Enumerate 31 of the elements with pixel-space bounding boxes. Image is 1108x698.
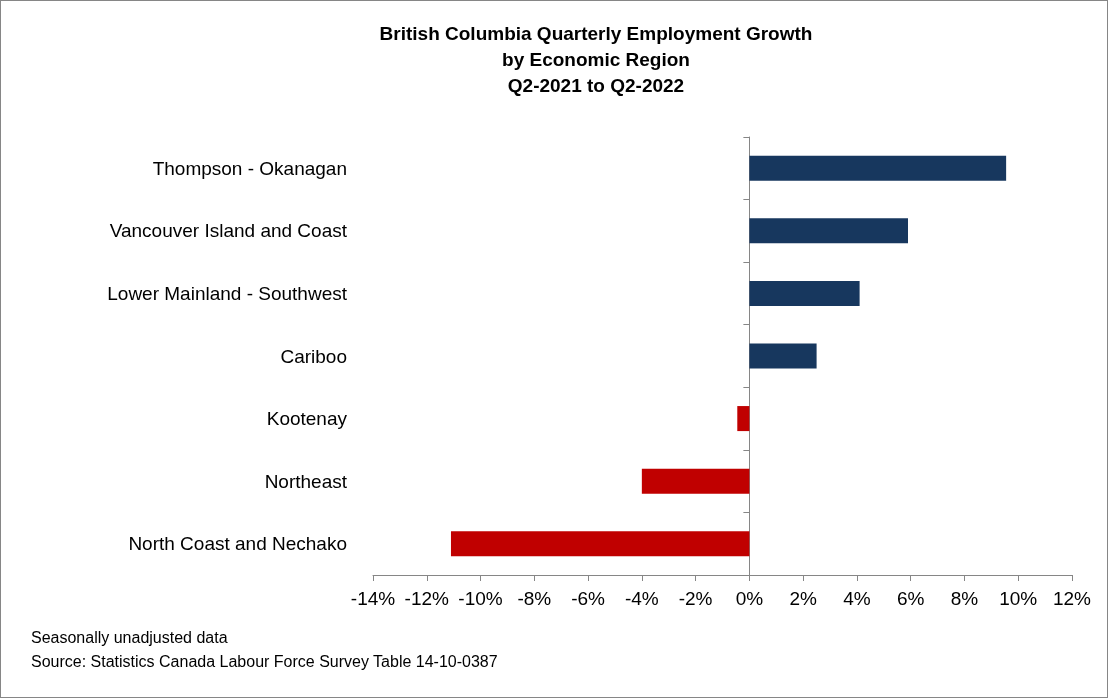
y-tick-label: Lower Mainland - Southwest	[107, 282, 348, 304]
bar	[749, 155, 1007, 181]
x-tick-label: 6%	[896, 588, 925, 609]
x-tick-label: -10%	[458, 588, 503, 609]
x-tick-label: 0%	[735, 588, 764, 609]
x-tick-label: -12%	[404, 588, 450, 609]
bar	[737, 406, 750, 432]
y-tick-label: Thompson - Okanagan	[152, 157, 347, 179]
bar	[450, 531, 750, 557]
x-tick-label: -6%	[571, 588, 606, 609]
x-tick-label: 12%	[1052, 588, 1092, 609]
bar	[749, 218, 908, 244]
x-tick-label: 4%	[843, 588, 871, 609]
x-tick-label: 8%	[950, 588, 979, 609]
y-tick-label: Northeast	[264, 470, 348, 492]
x-tick-label: 10%	[999, 588, 1038, 609]
bar	[749, 343, 817, 369]
text: Seasonally unadjusted data	[31, 628, 228, 646]
x-tick-label: 2%	[789, 588, 817, 609]
bar	[749, 280, 860, 306]
y-tick-label: Vancouver Island and Coast	[109, 220, 348, 242]
x-tick-label: -2%	[678, 588, 713, 609]
bar	[641, 468, 750, 494]
y-tick-label: Kootenay	[266, 408, 348, 430]
source-note: Source: Statistics Canada Labour Force Survey Table 14-10-0387	[31, 652, 498, 670]
chart-title: British Columbia Quarterly Employment Growth by Economic Region Q2-2021 to Q2-2022	[379, 22, 813, 96]
x-tick-label: -4%	[624, 588, 659, 609]
y-tick-label: Cariboo	[280, 345, 347, 367]
x-tick-label: -8%	[517, 588, 552, 609]
y-tick-label: North Coast and Nechako	[128, 533, 347, 555]
x-tick-label: -14%	[350, 588, 396, 609]
